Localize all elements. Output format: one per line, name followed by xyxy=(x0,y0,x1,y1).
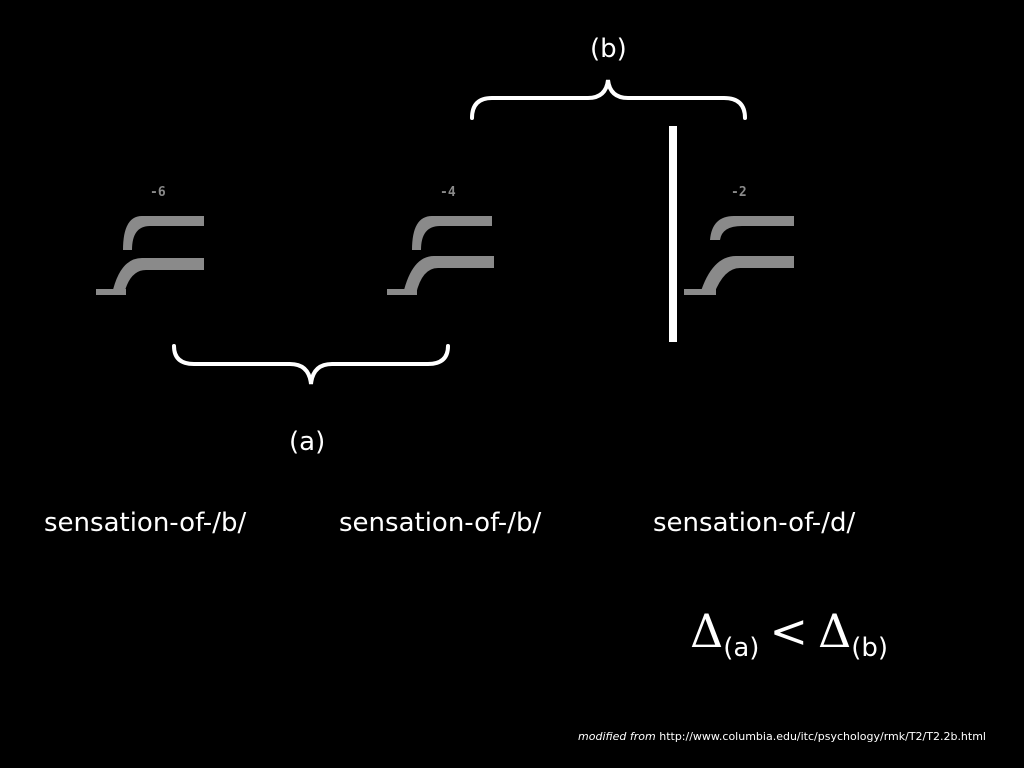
source-credit: modified from http://www.columbia.edu/it… xyxy=(578,730,986,743)
brace-b-label: (b) xyxy=(590,34,627,64)
delta-comparison-formula: Δ(a) < Δ(b) xyxy=(690,608,888,661)
delta-left-subscript: (a) xyxy=(723,633,760,664)
spectrogram-stimulus-2 xyxy=(387,216,494,295)
credit-url: http://www.columbia.edu/itc/psychology/r… xyxy=(659,730,986,743)
brace-b xyxy=(470,79,747,120)
stimulus-3-caption: sensation-of-/d/ xyxy=(653,508,856,538)
spectrogram-stimulus-3 xyxy=(684,216,794,295)
stimulus-2-caption: sensation-of-/b/ xyxy=(339,508,542,538)
delta-right-symbol: Δ xyxy=(818,604,852,658)
stimulus-1-caption: sensation-of-/b/ xyxy=(44,508,247,538)
credit-prefix: modified from xyxy=(578,730,656,743)
less-than-operator: < xyxy=(769,604,809,658)
delta-right-subscript: (b) xyxy=(851,633,889,664)
stimulus-2-step: -4 xyxy=(440,185,456,200)
spectrogram-stimulus-1 xyxy=(96,216,204,295)
stimulus-1-step: -6 xyxy=(150,185,166,200)
delta-left-symbol: Δ xyxy=(690,604,724,658)
stimulus-3-step: -2 xyxy=(731,185,747,200)
brace-a-label: (a) xyxy=(289,427,326,457)
brace-a xyxy=(172,344,450,385)
